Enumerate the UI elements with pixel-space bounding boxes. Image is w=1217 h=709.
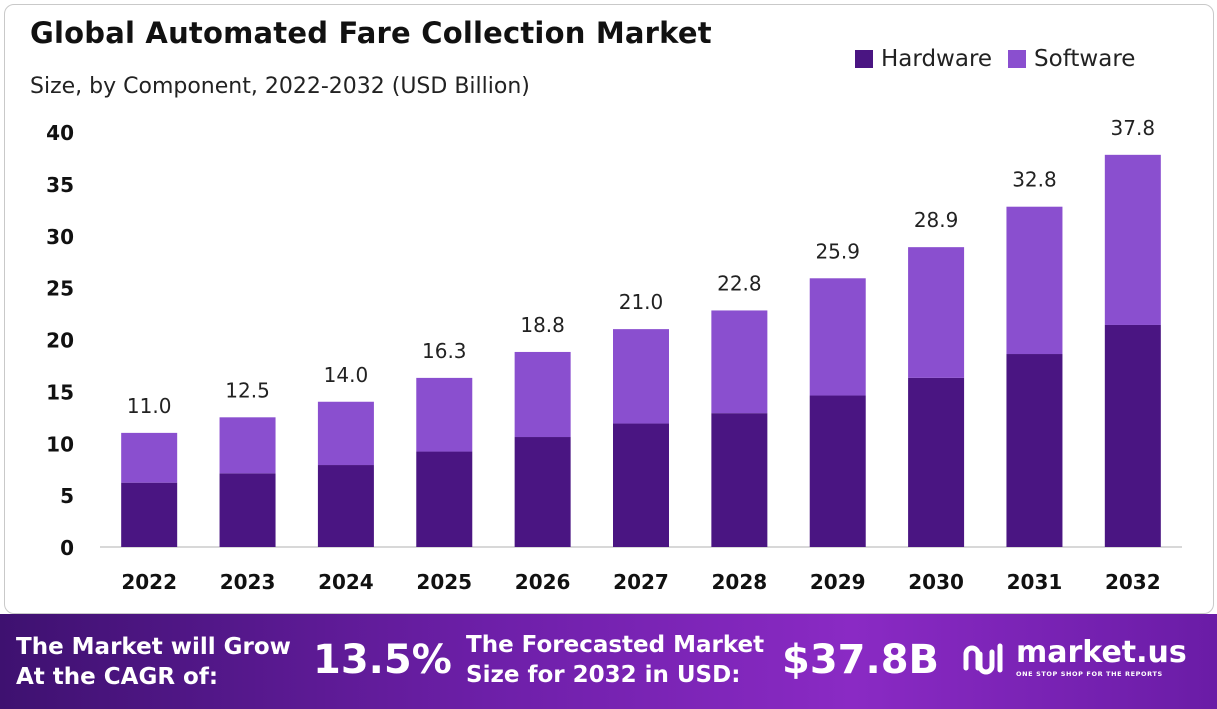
- x-tick-label: 2026: [515, 570, 571, 594]
- legend-item-hardware: Hardware: [855, 46, 992, 72]
- bar-segment-hardware: [613, 423, 669, 547]
- bar-segment-software: [416, 377, 473, 452]
- y-tick-label: 5: [60, 484, 74, 508]
- legend-label-hardware: Hardware: [881, 46, 993, 72]
- x-tick-label: 2028: [712, 570, 768, 594]
- brand-tagline: ONE STOP SHOP FOR THE REPORTS: [1016, 670, 1163, 678]
- legend-label-software: Software: [1034, 46, 1136, 72]
- bar-segment-hardware: [317, 465, 374, 547]
- forecast-caption-line2: Size for 2032 in USD:: [466, 662, 741, 688]
- bar-total-label: 22.8: [717, 271, 762, 295]
- cagr-caption-line1: The Market will Grow: [16, 634, 291, 660]
- bar-total-label: 21.0: [619, 290, 664, 314]
- bar-segment-hardware: [121, 482, 178, 547]
- legend: Hardware Software: [855, 46, 1135, 72]
- bar-segment-hardware: [711, 413, 768, 547]
- bar-segment-software: [121, 432, 178, 483]
- brand-name: market.us: [1016, 635, 1187, 670]
- bar-total-label: 28.9: [914, 208, 959, 232]
- cagr-value: 13.5%: [313, 637, 452, 683]
- bar-segment-software: [613, 329, 669, 424]
- bar-segment-software: [1006, 206, 1063, 355]
- bar-segment-software: [1104, 154, 1161, 325]
- bar-total-label: 11.0: [127, 394, 172, 418]
- bar-total-label: 25.9: [815, 239, 860, 263]
- x-tick-label: 2024: [318, 570, 374, 594]
- y-tick-label: 20: [46, 329, 74, 353]
- bar-total-label: 12.5: [225, 378, 270, 402]
- bar-total-label: 14.0: [324, 363, 369, 387]
- bar-total-label: 32.8: [1012, 168, 1057, 192]
- y-tick-label: 25: [46, 277, 74, 301]
- x-tick-label: 2022: [121, 570, 177, 594]
- x-tick-label: 2027: [613, 570, 669, 594]
- y-tick-label: 30: [46, 225, 74, 249]
- y-tick-label: 40: [46, 121, 74, 145]
- forecast-caption-line1: The Forecasted Market: [466, 632, 765, 658]
- bar-segment-hardware: [908, 377, 965, 547]
- x-tick-label: 2025: [416, 570, 472, 594]
- bar-segment-software: [219, 417, 276, 474]
- footer-banner: The Market will Grow At the CAGR of: 13.…: [0, 614, 1217, 709]
- cagr-caption: The Market will Grow At the CAGR of:: [16, 632, 291, 692]
- bar-total-label: 18.8: [520, 313, 565, 337]
- bar-segment-hardware: [219, 473, 276, 547]
- bar-total-label: 37.8: [1111, 116, 1156, 140]
- chart-title: Global Automated Fare Collection Market: [30, 16, 712, 50]
- forecast-value: $37.8B: [782, 637, 940, 683]
- bar-segment-hardware: [514, 437, 571, 547]
- x-tick-label: 2030: [908, 570, 964, 594]
- forecast-caption: The Forecasted Market Size for 2032 in U…: [466, 630, 764, 690]
- bar-segment-software: [809, 278, 866, 396]
- chart-subtitle: Size, by Component, 2022-2032 (USD Billi…: [30, 74, 530, 99]
- brand-logo: market.us ONE STOP SHOP FOR THE REPORTS: [962, 638, 1187, 678]
- x-tick-label: 2023: [220, 570, 276, 594]
- bar-segment-software: [317, 401, 374, 466]
- bar-segment-software: [711, 310, 768, 414]
- bar-segment-hardware: [416, 451, 473, 547]
- x-tick-label: 2029: [810, 570, 866, 594]
- brand-text: market.us ONE STOP SHOP FOR THE REPORTS: [1016, 635, 1187, 679]
- y-tick-label: 10: [46, 432, 74, 456]
- y-tick-label: 35: [46, 173, 74, 197]
- legend-swatch-hardware: [855, 50, 873, 68]
- stacked-bar-chart: 051015202530354011.0202212.5202314.02024…: [46, 116, 1182, 594]
- bar-total-label: 16.3: [422, 339, 467, 363]
- bar-segment-hardware: [809, 395, 866, 547]
- market-us-logo-icon: [963, 643, 1003, 675]
- legend-item-software: Software: [1008, 46, 1135, 72]
- x-tick-label: 2031: [1007, 570, 1063, 594]
- y-tick-label: 15: [46, 380, 74, 404]
- bar-segment-hardware: [1006, 354, 1063, 547]
- bar-segment-hardware: [1104, 324, 1161, 547]
- legend-swatch-software: [1008, 50, 1027, 68]
- x-tick-label: 2032: [1105, 570, 1161, 594]
- cagr-caption-line2: At the CAGR of:: [16, 664, 219, 690]
- y-tick-label: 0: [60, 536, 74, 560]
- bar-segment-software: [514, 351, 571, 438]
- bar-segment-software: [908, 247, 965, 378]
